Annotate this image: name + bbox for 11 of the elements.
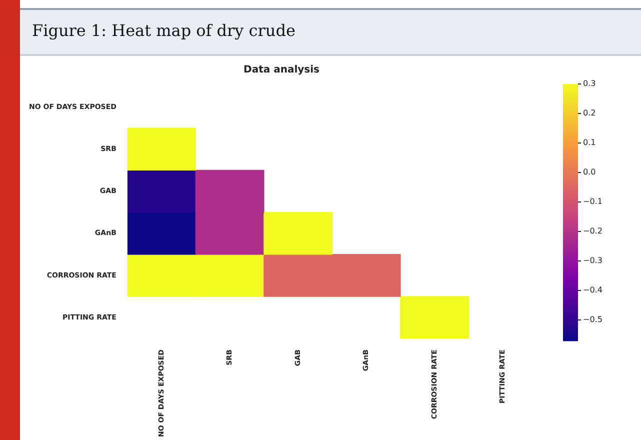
color-bar-label: −0.5	[583, 315, 602, 324]
color-bar-label: 0.2	[583, 108, 596, 118]
color-bar-label: −0.4	[583, 286, 602, 295]
chart-title: Data analysis	[244, 64, 320, 76]
color-bar-label: −0.1	[583, 197, 602, 206]
color-bar-label: 0.3	[583, 79, 596, 88]
color-bar-label: −0.3	[583, 256, 602, 266]
caption: Figure 1: Heat map of dry crude	[32, 21, 296, 40]
color-bar-label: 0.1	[583, 138, 596, 148]
color-bar-label: 0.0	[583, 168, 596, 177]
color-bar-label: −0.2	[583, 226, 602, 236]
